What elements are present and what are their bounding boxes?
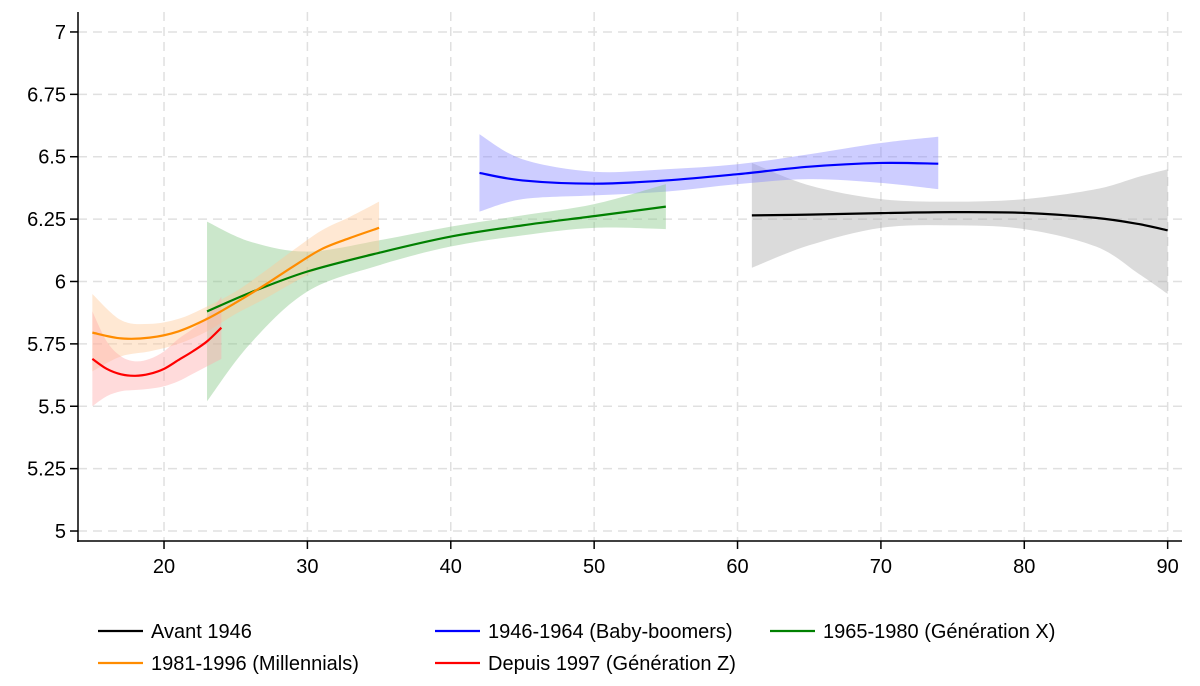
series-line-4	[91, 326, 223, 377]
x-tick-label: 80	[1013, 556, 1035, 578]
confidence-band-1	[479, 134, 939, 212]
x-tick-label: 20	[153, 556, 175, 578]
y-tick-label: 6.75	[27, 84, 66, 106]
legend-label-1: 1946-1964 (Baby-boomers)	[488, 621, 733, 643]
y-tick-label: 7	[55, 22, 66, 44]
y-tick-label: 6.5	[38, 147, 66, 169]
series-line-1	[479, 161, 939, 185]
confidence-band-4	[92, 296, 222, 407]
series-line-3	[92, 226, 380, 340]
x-tick-label: 70	[870, 556, 892, 578]
series-lines	[91, 161, 1168, 377]
confidence-band-2	[207, 184, 666, 402]
x-tick-label: 50	[583, 556, 605, 578]
x-tick-label: 40	[440, 556, 462, 578]
y-tick-label: 5.75	[27, 334, 66, 356]
legend-label-4: Depuis 1997 (Génération Z)	[488, 653, 736, 675]
y-tick-label: 6.25	[27, 209, 66, 231]
confidence-band-0	[751, 162, 1168, 294]
y-tick-label: 5.5	[38, 396, 66, 418]
series-line-0	[751, 210, 1168, 232]
x-tick-label: 30	[296, 556, 318, 578]
confidence-band-3	[92, 201, 380, 372]
y-tick-label: 5	[55, 521, 66, 543]
confidence-bands	[92, 134, 1168, 407]
y-tick-label: 5.25	[27, 459, 66, 481]
legend-label-2: 1965-1980 (Génération X)	[823, 621, 1055, 643]
legend: Avant 1946 1946-1964 (Baby-boomers) 1965-1…	[98, 621, 1055, 675]
axes: 5 5.25 5.5 5.75 6 6.25 6.5 6.75 7 20 30 40 50 60 70 80 9…	[27, 12, 1182, 578]
legend-label-3: 1981-1996 (Millennials)	[151, 653, 359, 675]
legend-label-0: Avant 1946	[151, 621, 252, 643]
y-tick-label: 6	[55, 271, 66, 293]
x-tick-label: 60	[726, 556, 748, 578]
x-tick-label: 90	[1157, 556, 1179, 578]
grid	[78, 12, 1182, 541]
